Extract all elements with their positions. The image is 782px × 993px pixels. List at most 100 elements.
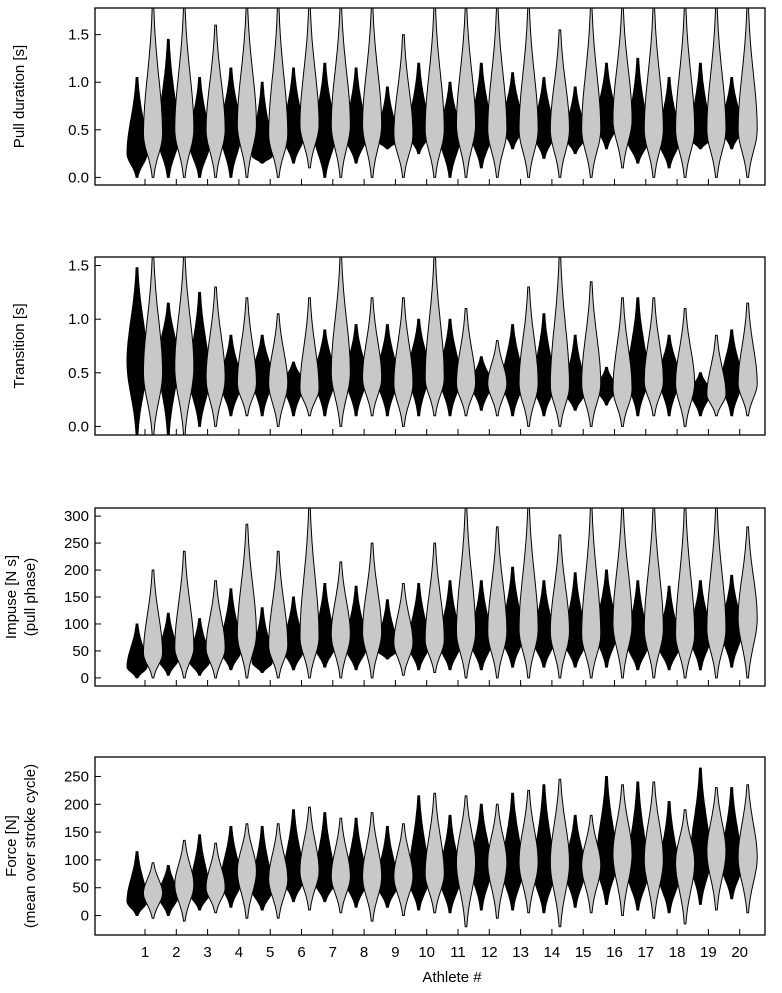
violin-athlete-19-light (707, 335, 726, 415)
x-tick-label: 2 (172, 944, 180, 961)
panel-3: 0 50 100 150 200 250 300 Impuse [N s] (pull phas… (3, 508, 765, 687)
y-tick-label: 0 (81, 908, 89, 925)
violin-athlete-13-light (519, 790, 538, 912)
violin-athlete-7-light (331, 818, 350, 913)
violin-athlete-4-light (237, 824, 256, 919)
violin-athlete-14-light (550, 30, 569, 178)
x-tick-label: 3 (203, 944, 211, 961)
x-tick-label: 19 (700, 944, 717, 961)
violin-athlete-10-light (425, 257, 444, 416)
violin-athlete-12-light (488, 804, 507, 918)
violin-athlete-6-light (300, 298, 319, 416)
violin-athlete-1-light (144, 257, 163, 435)
y-tick-label: 250 (64, 768, 89, 785)
x-tick-label: 16 (606, 944, 623, 961)
x-tick-labels: 1 2 3 4 5 6 7 8 9 10 11 12 13 14 15 16 17 18 19 20 (141, 944, 748, 961)
violin-athlete-19-light (707, 8, 726, 177)
violin-athlete-20-light (738, 303, 757, 416)
y-tick-label: 0.0 (68, 418, 89, 435)
violin-athlete-12-light (488, 341, 507, 416)
violins (127, 768, 757, 927)
x-tick-label: 5 (266, 944, 274, 961)
violin-athlete-12-light (488, 527, 507, 678)
y-tick-label: 1.0 (68, 74, 89, 91)
violin-athlete-15-light (582, 815, 601, 912)
chart-panels: 0.0 0.5 1.0 1.5 Pull duration [s] 0.0 0.5 1.0 1.… (3, 8, 765, 935)
y-axis-label: Pull duration [s] (11, 45, 28, 148)
y-tick-label: 0.0 (68, 169, 89, 186)
violin-athlete-7-light (331, 562, 350, 678)
violin-athlete-13-light (519, 287, 538, 426)
violin-athlete-18-light (676, 810, 695, 924)
violin-athlete-5-light (269, 551, 288, 678)
x-tick-label: 18 (669, 944, 686, 961)
x-tick-label: 9 (391, 944, 399, 961)
violin-athlete-7-light (331, 257, 350, 426)
violin-athlete-8-light (363, 813, 382, 922)
violins (127, 257, 757, 435)
violin-athlete-2-light (175, 551, 194, 678)
y-tick-label: 150 (64, 589, 89, 606)
violin-athlete-8-light (363, 8, 382, 177)
x-tick-label: 11 (450, 944, 466, 961)
y-tick-label: 100 (64, 616, 89, 633)
violin-athlete-2-light (175, 840, 194, 921)
violin-athlete-1-light (144, 570, 163, 678)
violin-athlete-10-light (425, 543, 444, 672)
panel-4: 050100150200250Force [N] (mean over strok… (3, 757, 765, 935)
violin-athlete-20-light (738, 785, 757, 913)
violin-athlete-12-light (488, 8, 507, 177)
y-tick-label: 150 (64, 824, 89, 841)
violin-athlete-18-light (676, 309, 695, 427)
violin-athlete-15-light (582, 8, 601, 177)
violin-athlete-10-light (425, 793, 444, 913)
y-tick-label: 1.0 (68, 311, 89, 328)
violin-athlete-15-light (582, 282, 601, 427)
x-tick-label: 4 (235, 944, 243, 961)
violin-athlete-17-light (644, 782, 663, 918)
violin-athlete-11-light (457, 309, 476, 416)
x-tick-label: 6 (297, 944, 305, 961)
y-tick-label: 50 (72, 880, 89, 897)
x-tick-label: 8 (360, 944, 368, 961)
violin-athlete-4-light (237, 298, 256, 416)
y-tick-label: 100 (64, 852, 89, 869)
x-tick-label: 17 (637, 944, 654, 961)
x-tick-label: 12 (481, 944, 498, 961)
y-axis-label: Transition [s] (11, 303, 28, 388)
violin-athlete-19-light (707, 508, 726, 678)
x-axis-label: Athlete # (422, 969, 482, 986)
violin-athlete-11-light (457, 508, 476, 678)
y-tick-label: 1.5 (68, 258, 89, 275)
violin-athlete-1-light (144, 8, 163, 177)
violin-athlete-8-light (363, 543, 382, 678)
violin-athlete-10-dark (409, 796, 429, 910)
y-tick-label: 250 (64, 535, 89, 552)
violin-athlete-19-dark (690, 768, 710, 904)
y-tick-label: 300 (64, 508, 89, 525)
violin-athlete-5-light (269, 314, 288, 427)
violins (127, 508, 757, 678)
violin-athlete-16-light (613, 785, 632, 916)
violin-athlete-11-light (457, 8, 476, 177)
violin-athlete-10-light (425, 8, 444, 177)
violin-athlete-3-light (206, 25, 225, 177)
y-tick-label: 0 (81, 670, 89, 687)
panel-2: 0.0 0.5 1.0 1.5 Transition [s] (11, 257, 765, 435)
x-tick-label: 20 (731, 944, 748, 961)
violin-athlete-20-light (738, 527, 757, 678)
violin-athlete-13-light (519, 8, 538, 177)
violin-athlete-1-light (144, 863, 163, 919)
x-tick-label: 13 (512, 944, 529, 961)
violin-athlete-17-light (644, 8, 663, 177)
y-tick-label: 200 (64, 562, 89, 579)
y-tick-label: 0.5 (68, 365, 89, 382)
y-tick-label: 0.5 (68, 122, 89, 139)
violin-athlete-9-light (394, 35, 413, 178)
violin-athlete-6-light (300, 807, 319, 910)
violin-athlete-20-light (738, 8, 757, 177)
x-tick-label: 7 (329, 944, 337, 961)
violin-athlete-9-light (394, 584, 413, 676)
violin-athlete-14-light (550, 779, 569, 926)
